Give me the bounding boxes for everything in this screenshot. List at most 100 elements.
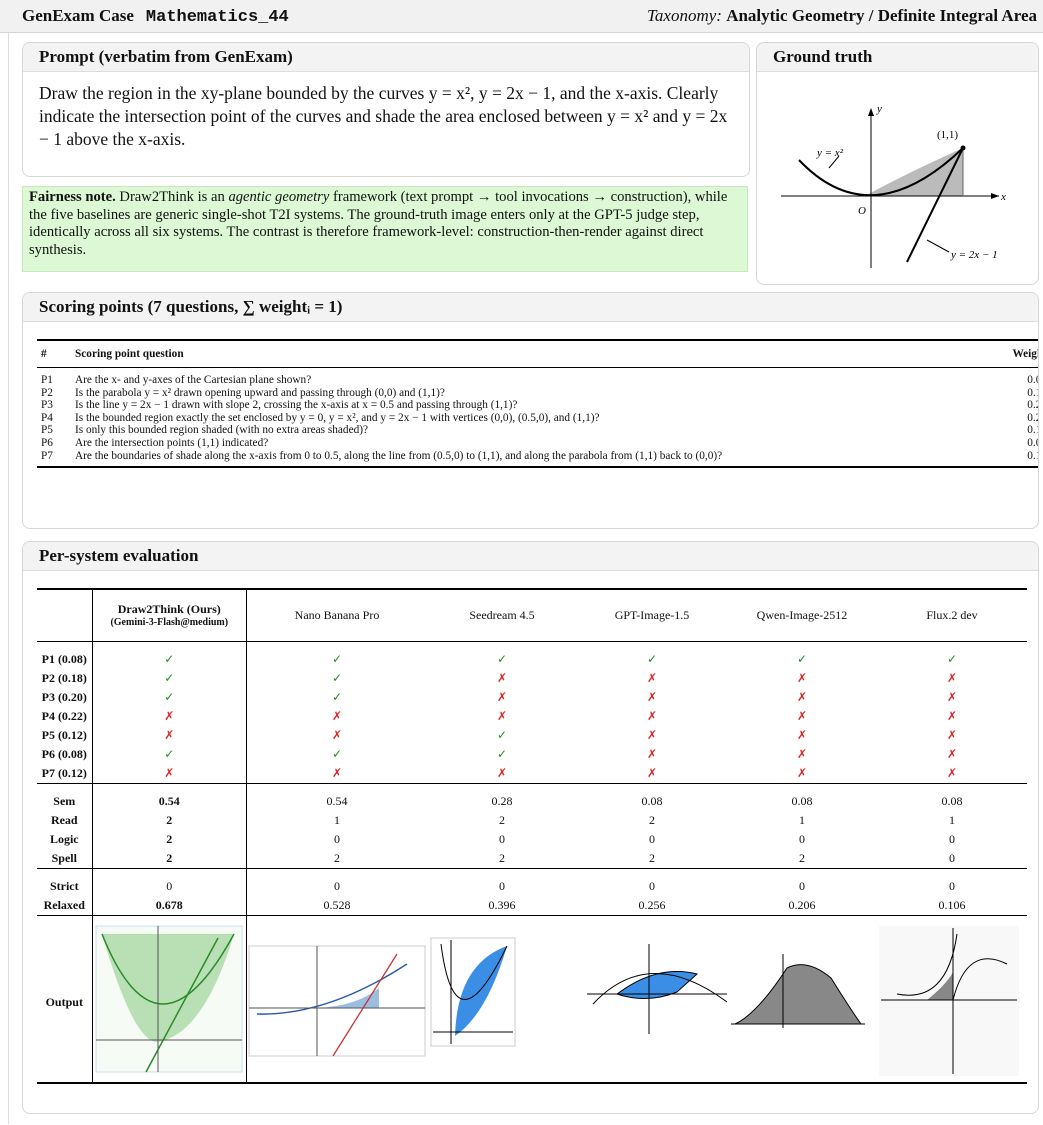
metric-row: Spell222220 xyxy=(37,849,1027,869)
result-cell: ✗ xyxy=(727,707,877,726)
row-id: P3 xyxy=(37,399,71,412)
question: Are the intersection points (1,1) indica… xyxy=(71,437,991,450)
result-cell: ✗ xyxy=(427,688,577,707)
fail-mark: ✗ xyxy=(947,671,957,685)
fail-mark: ✗ xyxy=(947,747,957,761)
system-cell: GPT-Image-1.5 xyxy=(577,589,727,641)
weight: 0.20 xyxy=(991,399,1039,412)
corner-cell xyxy=(37,589,92,641)
output-row: Output xyxy=(37,924,1027,1083)
pass-mark: ✓ xyxy=(164,671,174,685)
output-cell xyxy=(247,924,428,1083)
fail-mark: ✗ xyxy=(947,709,957,723)
gap-row xyxy=(37,915,1027,924)
page: GenExam CaseMathematics_44 Taxonomy: Ana… xyxy=(0,0,1043,1125)
gap-cell xyxy=(727,868,877,877)
result-cell: ✓ xyxy=(247,745,428,764)
result-cell: ✗ xyxy=(247,707,428,726)
result-cell: ✗ xyxy=(92,764,246,784)
result-cell: ✗ xyxy=(877,707,1027,726)
metric-label: Read xyxy=(37,811,92,830)
line-label: y = 2x − 1 xyxy=(950,249,998,261)
result-cell: ✗ xyxy=(577,764,727,784)
system-cell: Draw2Think (Ours)(Gemini-3-Flash@medium) xyxy=(92,589,246,641)
question: Is the line y = 2x − 1 drawn with slope … xyxy=(71,399,991,412)
fail-mark: ✗ xyxy=(164,766,174,780)
metric-value: 1 xyxy=(247,811,428,830)
gap-cell xyxy=(92,915,246,924)
metric-label: Sem xyxy=(37,792,92,811)
criterion-row: P4 (0.22)✗✗✗✗✗✗ xyxy=(37,707,1027,726)
metric-value: 0 xyxy=(427,830,577,849)
metric-row: Read212211 xyxy=(37,811,1027,830)
fail-mark: ✗ xyxy=(797,690,807,704)
fail-mark: ✗ xyxy=(332,766,342,780)
result-cell: ✗ xyxy=(877,688,1027,707)
output-image xyxy=(247,924,427,1078)
fail-mark: ✗ xyxy=(947,728,957,742)
gap-cell xyxy=(37,868,92,877)
result-cell: ✗ xyxy=(727,688,877,707)
prompt-box: Prompt (verbatim from GenExam) Draw the … xyxy=(22,42,750,177)
scoring-row: P4Is the bounded region exactly the set … xyxy=(37,412,1039,425)
criterion-row: P2 (0.18)✓✓✗✗✗✗ xyxy=(37,669,1027,688)
fail-mark: ✗ xyxy=(947,690,957,704)
result-cell: ✗ xyxy=(427,707,577,726)
weight: 0.22 xyxy=(991,412,1039,425)
gap-cell xyxy=(427,868,577,877)
shaded-region xyxy=(865,148,963,196)
metric-value: 0 xyxy=(877,877,1027,896)
metric-value: 0.256 xyxy=(577,896,727,916)
fail-mark: ✗ xyxy=(497,690,507,704)
output-image xyxy=(577,924,727,1078)
gap-row xyxy=(37,783,1027,792)
pass-mark: ✓ xyxy=(164,652,174,666)
metric-value: 0.106 xyxy=(877,896,1027,916)
header-row: #Scoring point questionWeight xyxy=(37,340,1039,368)
result-cell: ✗ xyxy=(727,745,877,764)
system-name: Seedream 4.5 xyxy=(427,608,577,623)
gap-cell xyxy=(877,783,1027,792)
output-label: Output xyxy=(37,924,92,1083)
pass-mark: ✓ xyxy=(332,652,342,666)
question: Is only this bounded region shaded (with… xyxy=(71,424,991,437)
gap-cell xyxy=(727,783,877,792)
result-cell: ✗ xyxy=(577,745,727,764)
gap-cell xyxy=(577,783,727,792)
criterion-row: P3 (0.20)✓✓✗✗✗✗ xyxy=(37,688,1027,707)
row-id: P7 xyxy=(37,450,71,468)
evaluation-table: Draw2Think (Ours)(Gemini-3-Flash@medium)… xyxy=(37,588,1027,1084)
metric-value: 0 xyxy=(247,877,428,896)
criterion-row: P1 (0.08)✓✓✓✓✓✓ xyxy=(37,650,1027,669)
scoring-box: Scoring points (7 questions, ∑ weightᵢ =… xyxy=(22,292,1039,529)
gap-row xyxy=(37,641,1027,650)
scoring-table: #Scoring point questionWeightP1Are the x… xyxy=(37,339,1039,468)
row-id: P4 xyxy=(37,412,71,425)
metric-row: Logic200000 xyxy=(37,830,1027,849)
criterion-label: P1 (0.08) xyxy=(37,650,92,669)
result-cell: ✓ xyxy=(247,669,428,688)
gap-cell xyxy=(92,641,246,650)
gap-cell xyxy=(247,783,428,792)
output-image xyxy=(427,924,577,1078)
result-cell: ✓ xyxy=(427,726,577,745)
result-cell: ✓ xyxy=(427,745,577,764)
criterion-label: P5 (0.12) xyxy=(37,726,92,745)
fail-mark: ✗ xyxy=(647,766,657,780)
case-label: GenExam Case xyxy=(22,6,134,25)
result-cell: ✗ xyxy=(877,745,1027,764)
pass-mark: ✓ xyxy=(647,652,657,666)
question: Is the parabola y = x² drawn opening upw… xyxy=(71,387,991,400)
gap-cell xyxy=(247,868,428,877)
metric-value: 0.396 xyxy=(427,896,577,916)
metric-value: 2 xyxy=(577,811,727,830)
metric-value: 0 xyxy=(577,877,727,896)
x-axis-label: x xyxy=(1000,191,1006,203)
result-cell: ✗ xyxy=(92,707,246,726)
gap-cell xyxy=(37,641,92,650)
criterion-label: P6 (0.08) xyxy=(37,745,92,764)
fail-mark: ✗ xyxy=(947,766,957,780)
column-header: Scoring point question xyxy=(71,340,991,368)
